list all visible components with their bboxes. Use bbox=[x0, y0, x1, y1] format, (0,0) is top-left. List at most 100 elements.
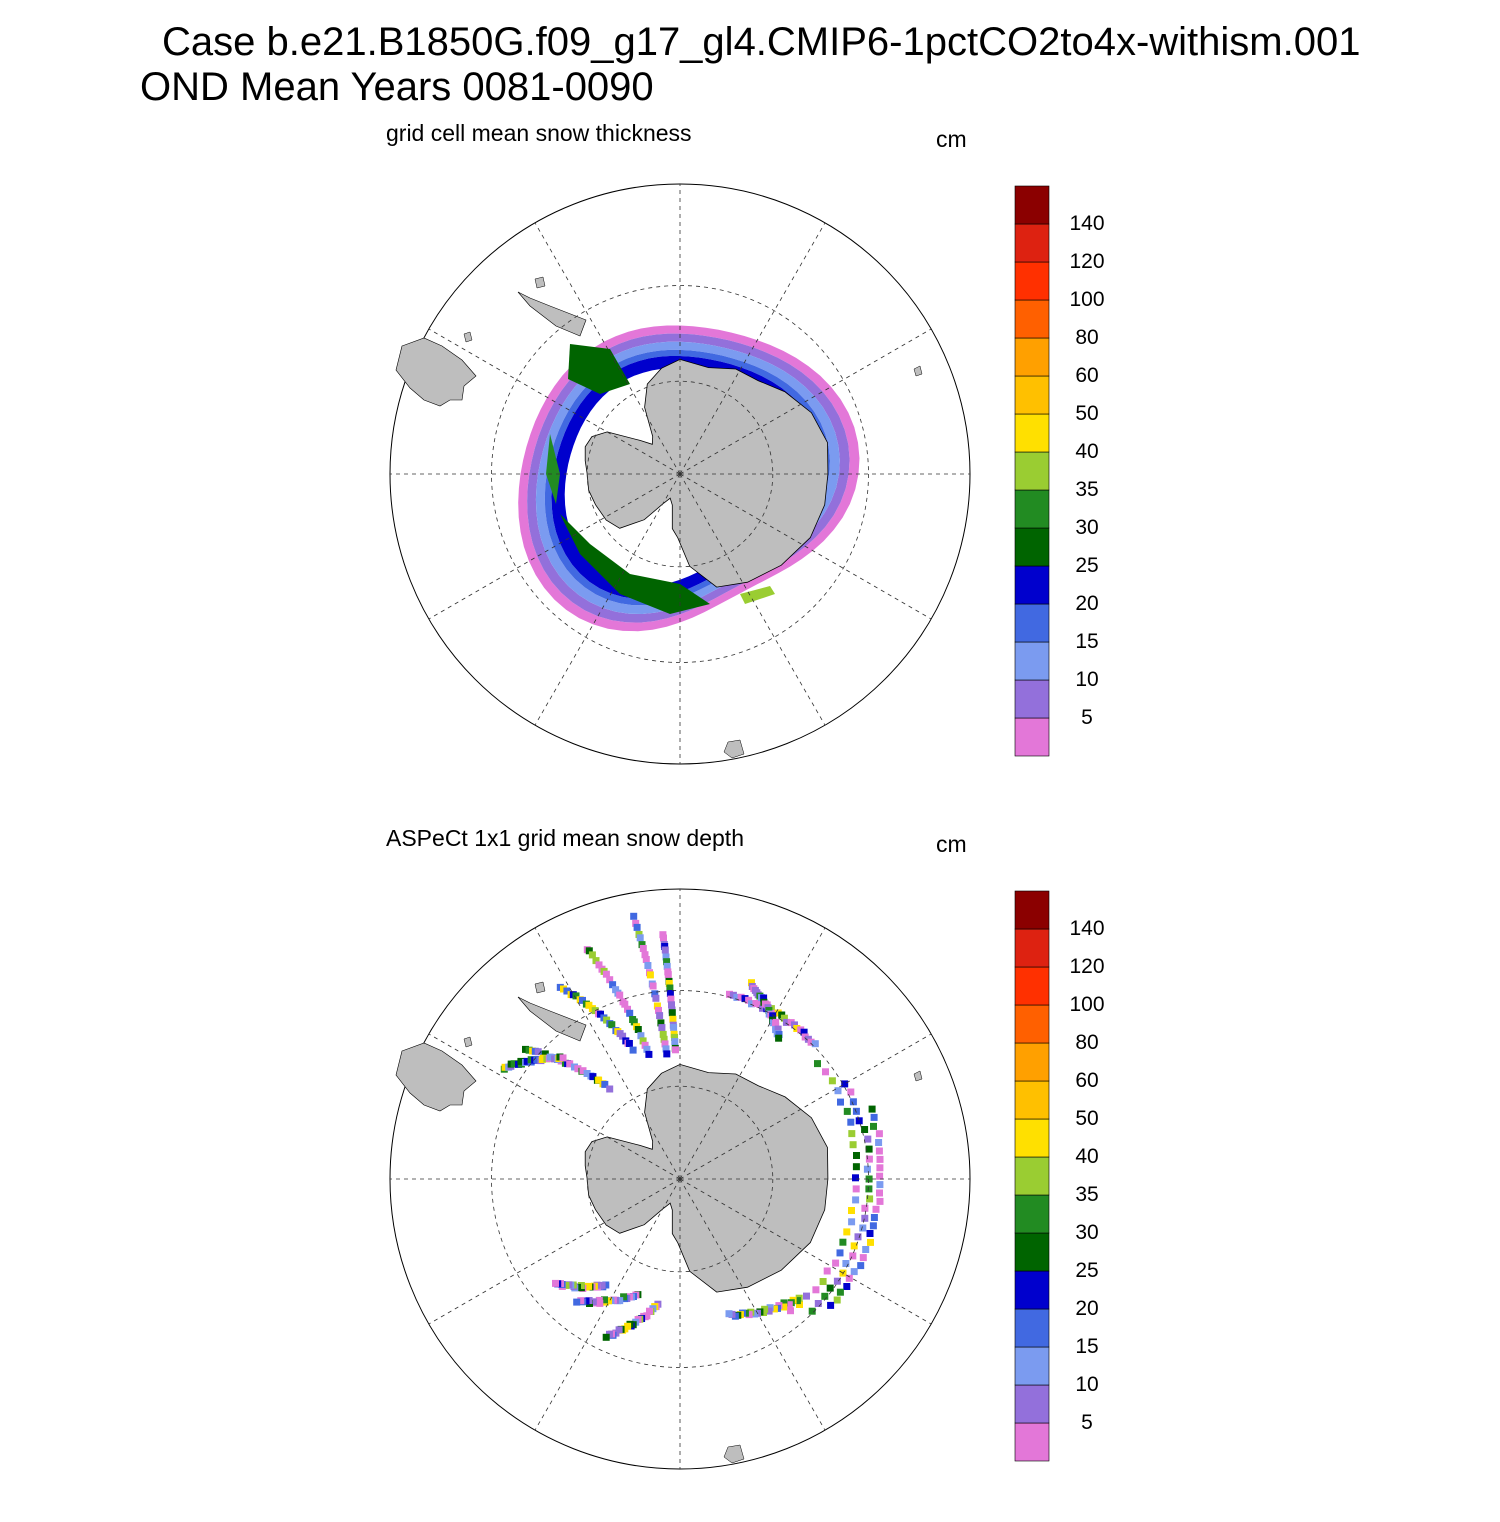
model-antarctic-peninsula bbox=[517, 291, 587, 337]
obs-grid-cell bbox=[668, 1009, 676, 1017]
obs-grid-cell bbox=[661, 946, 669, 954]
obs-grid-cell bbox=[577, 1282, 585, 1289]
obs-latitude-circle bbox=[491, 990, 869, 1368]
model-colorbar-swatch bbox=[1014, 679, 1050, 719]
obs-meridian bbox=[679, 1033, 932, 1180]
obs-grid-cell bbox=[662, 953, 670, 961]
obs-colorbar-swatch bbox=[1014, 1346, 1050, 1386]
obs-grid-cell bbox=[641, 951, 649, 959]
obs-colorbar-swatch bbox=[1014, 1118, 1050, 1158]
obs-grid-cell bbox=[563, 987, 571, 995]
obs-grid-cell bbox=[785, 1301, 793, 1309]
obs-grid-cell bbox=[775, 1034, 783, 1042]
model-south-america bbox=[395, 337, 477, 407]
obs-colorbar-label: 30 bbox=[1075, 1221, 1098, 1244]
obs-grid-cell bbox=[862, 1246, 870, 1253]
obs-grid-cell bbox=[876, 1155, 884, 1163]
obs-grid-cell bbox=[741, 995, 749, 1003]
obs-grid-cell bbox=[574, 1065, 582, 1073]
model-colorbar-swatch bbox=[1014, 489, 1050, 529]
obs-colorbar-label: 60 bbox=[1075, 1069, 1098, 1092]
model-colorbar-label: 100 bbox=[1069, 288, 1104, 311]
obs-grid-cell bbox=[663, 958, 671, 966]
obs-grid-cell bbox=[870, 1113, 878, 1121]
obs-grid-cell bbox=[826, 1284, 834, 1292]
obs-grid-cell bbox=[589, 1298, 597, 1306]
obs-colorbar-swatch bbox=[1014, 1308, 1050, 1348]
obs-colorbar-label: 5 bbox=[1081, 1411, 1093, 1434]
model-colorbar-swatch bbox=[1014, 565, 1050, 605]
obs-grid-cell bbox=[665, 980, 673, 987]
model-colorbar-swatch bbox=[1014, 223, 1050, 263]
obs-grid-cell bbox=[791, 1021, 798, 1029]
obs-grid-cell bbox=[876, 1172, 884, 1180]
obs-colorbar-label: 120 bbox=[1069, 955, 1104, 978]
obs-grid-cell bbox=[849, 1252, 857, 1260]
obs-grid-cell bbox=[633, 923, 641, 931]
model-south-georgia bbox=[534, 276, 546, 289]
obs-colorbar-label: 20 bbox=[1075, 1297, 1098, 1320]
obs-grid-cell bbox=[855, 1117, 863, 1125]
obs-grid-cell bbox=[637, 1032, 645, 1040]
model-meridian bbox=[534, 473, 681, 726]
obs-grid-cell bbox=[876, 1197, 884, 1205]
obs-grid-cell bbox=[510, 1060, 518, 1068]
obs-grid-cell bbox=[667, 995, 675, 1003]
obs-colorbar-swatch bbox=[1014, 1384, 1050, 1424]
model-colorbar-swatch bbox=[1014, 337, 1050, 377]
obs-polar-map bbox=[389, 888, 971, 1470]
obs-grid-cell bbox=[541, 1050, 549, 1058]
obs-grid-cell bbox=[822, 1068, 829, 1076]
obs-grid-cell bbox=[808, 1307, 816, 1315]
obs-grid-cell bbox=[782, 1018, 790, 1026]
figure-title: Case b.e21.B1850G.f09_g17_gl4.CMIP6-1pct… bbox=[0, 0, 1500, 110]
obs-grid-cell bbox=[770, 1305, 778, 1313]
obs-grid-cell bbox=[780, 1299, 788, 1307]
obs-grid-cell bbox=[836, 1288, 844, 1296]
obs-grid-cell bbox=[863, 1165, 871, 1173]
obs-grid-cell bbox=[796, 1301, 803, 1308]
obs-grid-cell bbox=[833, 1277, 841, 1285]
model-latitude-circle bbox=[586, 380, 774, 568]
obs-grid-cell bbox=[577, 1297, 585, 1305]
obs-grid-cell bbox=[866, 1230, 874, 1237]
obs-grid-cell bbox=[774, 1025, 782, 1033]
obs-grid-cell bbox=[870, 1214, 878, 1221]
obs-grid-cell bbox=[865, 1185, 873, 1193]
obs-new-zealand-tip bbox=[723, 1444, 745, 1464]
obs-colorbar-label: 140 bbox=[1069, 917, 1104, 940]
obs-grid-cell bbox=[606, 1085, 614, 1093]
obs-grid-cell bbox=[606, 976, 614, 984]
obs-grid-cell bbox=[661, 1040, 669, 1048]
obs-meridian bbox=[534, 1178, 681, 1431]
obs-grid-cell bbox=[870, 1122, 877, 1130]
obs-grid-cell bbox=[668, 1001, 675, 1009]
obs-grid-cell bbox=[780, 1014, 788, 1022]
obs-grid-cell bbox=[852, 1107, 860, 1115]
obs-grid-cell bbox=[660, 1035, 668, 1043]
obs-grid-cell bbox=[852, 1163, 860, 1171]
model-colorbar-label: 25 bbox=[1075, 554, 1098, 577]
obs-grid-cell bbox=[585, 947, 593, 955]
obs-grid-cell bbox=[843, 1107, 851, 1115]
model-falkland-islands bbox=[463, 331, 473, 343]
obs-grid-cell bbox=[559, 1054, 567, 1062]
model-colorbar-label: 140 bbox=[1069, 212, 1104, 235]
obs-colorbar-label: 25 bbox=[1075, 1259, 1098, 1282]
obs-grid-cell bbox=[662, 1045, 670, 1053]
obs-grid-cell bbox=[625, 1040, 633, 1047]
obs-grid-cell bbox=[603, 1016, 611, 1024]
model-kerguelen-island bbox=[913, 365, 923, 377]
obs-meridian bbox=[428, 1033, 681, 1180]
obs-colorbar-label: 35 bbox=[1075, 1183, 1098, 1206]
obs-colorbar-swatch bbox=[1014, 1080, 1050, 1120]
obs-grid-cell bbox=[869, 1222, 877, 1230]
model-polar-map bbox=[389, 183, 971, 765]
obs-grid-cell bbox=[630, 912, 638, 920]
obs-grid-cell bbox=[595, 961, 603, 969]
obs-grid-cell bbox=[857, 1262, 865, 1270]
obs-grid-cell bbox=[807, 1038, 815, 1046]
obs-colorbar-swatch bbox=[1014, 1004, 1050, 1044]
obs-grid-cell bbox=[601, 1296, 608, 1304]
case-title: Case b.e21.B1850G.f09_g17_gl4.CMIP6-1pct… bbox=[162, 20, 1361, 64]
